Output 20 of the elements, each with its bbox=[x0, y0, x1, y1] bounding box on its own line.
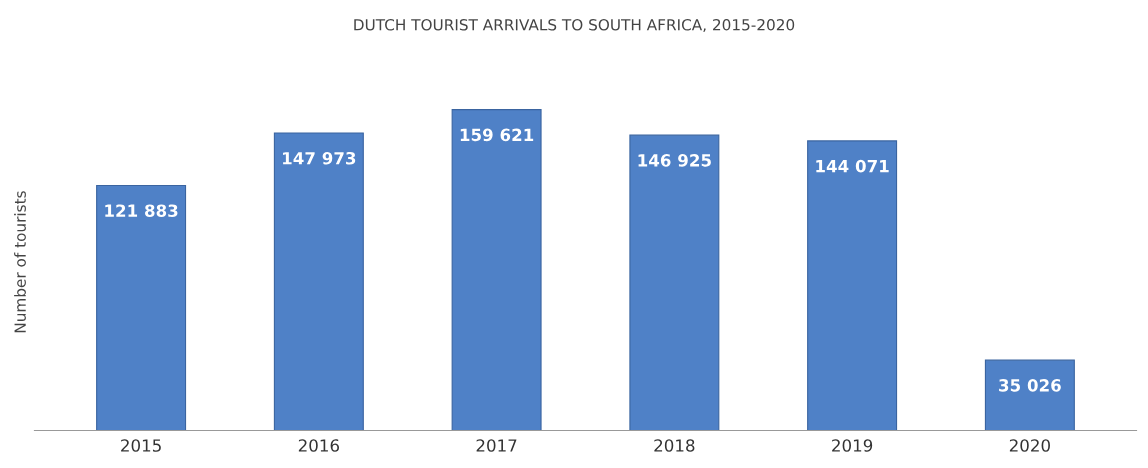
bar bbox=[807, 140, 898, 431]
x-tick-label: 2015 bbox=[121, 439, 161, 452]
bar bbox=[629, 134, 720, 431]
x-tick-label: 2016 bbox=[298, 439, 340, 452]
bar bbox=[273, 132, 364, 431]
data-label: 146 925 bbox=[638, 154, 711, 167]
x-tick-label: 2019 bbox=[832, 439, 873, 452]
bar bbox=[96, 184, 187, 431]
x-tick-label: 2020 bbox=[1009, 439, 1050, 452]
data-label: 144 071 bbox=[816, 159, 889, 173]
y-axis-title: Number of tourists bbox=[14, 191, 26, 333]
data-label: 147 973 bbox=[283, 151, 356, 165]
bar bbox=[984, 359, 1075, 431]
data-label: 121 883 bbox=[105, 204, 178, 218]
chart-title: DUTCH TOURIST ARRIVALS TO SOUTH AFRICA, 2015-2020 bbox=[354, 18, 795, 33]
x-tick-label: 2018 bbox=[654, 439, 695, 452]
bar bbox=[451, 109, 542, 431]
data-label: 159 621 bbox=[460, 128, 534, 142]
data-label: 35 026 bbox=[999, 379, 1061, 392]
x-tick-label: 2017 bbox=[476, 439, 517, 452]
